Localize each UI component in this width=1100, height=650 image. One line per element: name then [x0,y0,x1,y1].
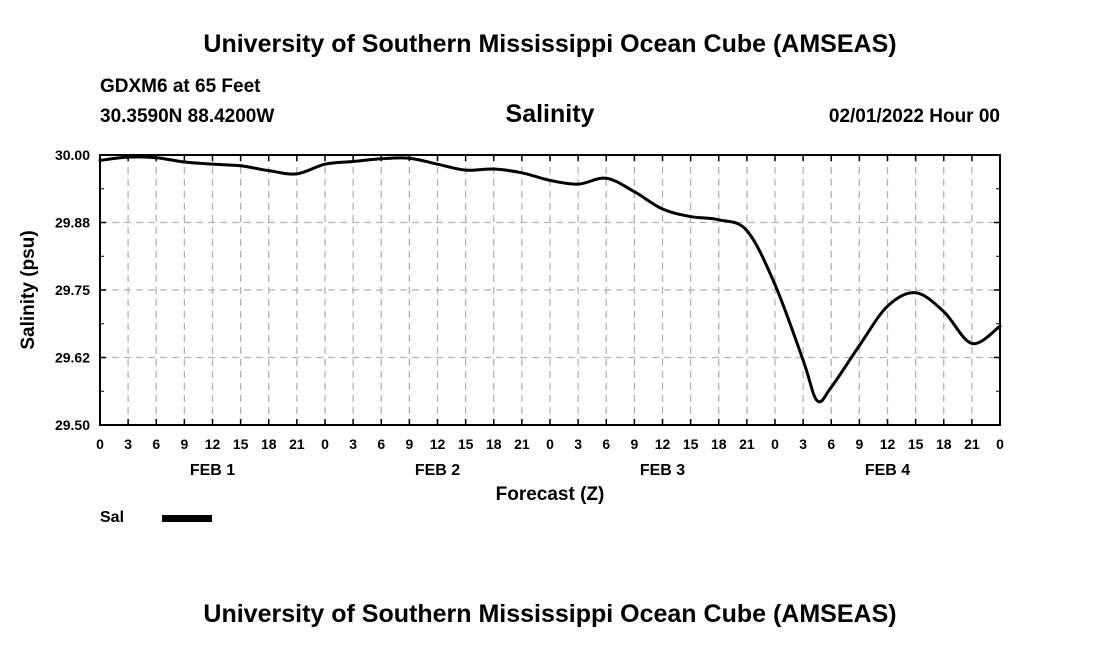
x-tick-label: 6 [827,436,835,452]
legend-label: Sal [100,509,125,526]
x-tick-label: 3 [124,436,132,452]
x-tick-label: 18 [936,436,952,452]
x-tick-label: 9 [180,436,188,452]
chart-title: Salinity [505,100,595,128]
x-tick-label: 21 [739,436,755,452]
day-label: FEB 4 [865,462,910,479]
x-tick-label: 0 [321,436,329,452]
x-tick-label: 21 [289,436,305,452]
tick-labels: 0 3 6 9 12 15 18 21 0 3 6 9 12 15 18 21 0 3 6 9 12 15 18 21 0 3 6 9… [55,147,1004,479]
y-tick-label: 29.62 [55,350,90,366]
x-tick-label: 15 [683,436,699,452]
x-tick-label: 12 [655,436,671,452]
x-tick-label: 9 [630,436,638,452]
footer-title: University of Southern Mississippi Ocean… [203,600,897,628]
x-axis-label: Forecast (Z) [496,484,605,505]
grid [100,154,1000,425]
day-label: FEB 3 [640,462,685,479]
x-tick-label: 0 [996,436,1004,452]
x-tick-label: 9 [405,436,413,452]
x-tick-label: 6 [377,436,385,452]
coordinates-label: 30.3590N 88.4200W [100,106,275,127]
day-label: FEB 2 [415,462,460,479]
salinity-series-line [98,155,1002,404]
x-tick-label: 21 [964,436,980,452]
day-label: FEB 1 [190,462,235,479]
x-tick-label: 12 [430,436,446,452]
x-tick-label: 15 [233,436,249,452]
legend-swatch [162,514,212,522]
x-tick-label: 18 [486,436,502,452]
x-tick-label: 0 [546,436,554,452]
chart-main-title: University of Southern Mississippi Ocean… [203,30,897,58]
plot-frame [99,154,1001,426]
x-tick-label: 6 [152,436,160,452]
y-tick-label: 29.88 [55,215,90,231]
x-tick-label: 3 [574,436,582,452]
legend: Sal [100,509,212,527]
x-tick-label: 3 [799,436,807,452]
x-tick-label: 0 [771,436,779,452]
x-tick-label: 18 [261,436,277,452]
x-tick-label: 3 [349,436,357,452]
y-tick-label: 30.00 [55,147,90,163]
y-tick-label: 29.75 [55,282,90,298]
x-tick-label: 18 [711,436,727,452]
station-label: GDXM6 at 65 Feet [100,76,261,97]
x-tick-label: 15 [458,436,474,452]
y-tick-label: 29.50 [55,417,90,433]
x-tick-label: 6 [602,436,610,452]
x-tick-label: 0 [96,436,104,452]
x-tick-label: 12 [205,436,221,452]
forecast-date-label: 02/01/2022 Hour 00 [828,106,1000,127]
x-tick-label: 9 [855,436,863,452]
x-tick-label: 15 [908,436,924,452]
x-tick-label: 21 [514,436,530,452]
salinity-chart: 0 3 6 9 12 15 18 21 0 3 6 9 12 15 18 21 0 3 6 9 12 15 18 21 0 3 6 9… [18,147,1004,505]
y-axis-label: Salinity (psu) [18,230,39,349]
x-tick-label: 12 [880,436,896,452]
